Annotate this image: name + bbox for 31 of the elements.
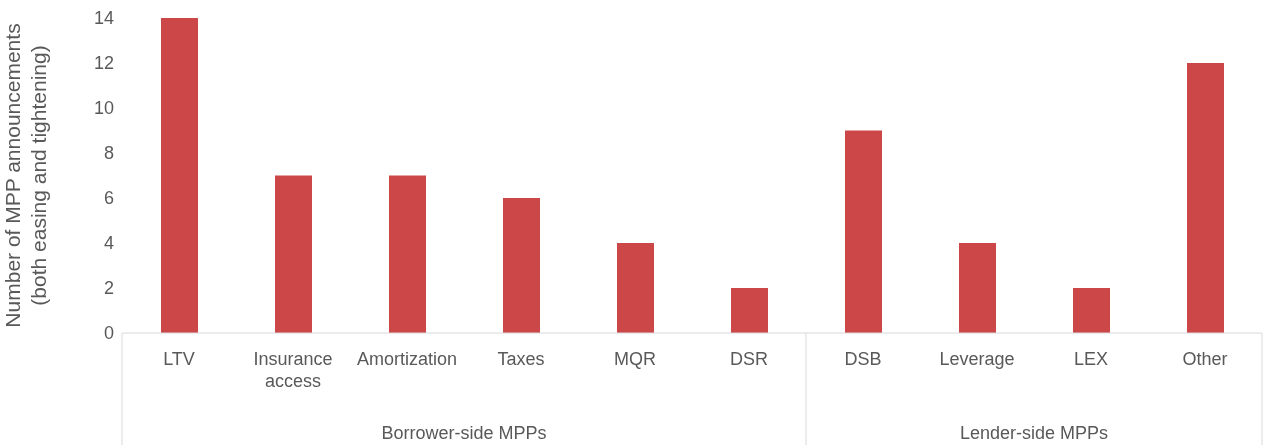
x-tick-label: MQR [614,349,656,369]
bar [503,198,540,333]
bar [845,130,882,333]
bar [617,243,654,333]
y-tick-label: 8 [103,143,114,164]
bar [1187,63,1224,333]
bar [389,175,426,333]
x-tick-label: Leverage [939,349,1015,369]
x-tick-label: DSR [729,349,769,369]
x-tick-label: DSB [844,349,882,369]
y-tick-label: 4 [103,233,114,254]
x-tick-label: Amortization [356,349,458,369]
bar [731,288,768,333]
y-axis-title: Number of MPP announcements (both easing and tightening) [1,23,50,328]
text: Lender-side MPPs [959,423,1109,443]
bar [161,18,198,333]
bar [959,243,996,333]
x-tick-label: Other [1182,349,1228,369]
x-tick-label: LEX [1073,349,1109,369]
bar [1073,288,1110,333]
y-tick-label: 10 [93,98,114,119]
y-tick-label: 14 [93,8,114,29]
text: Borrower-side MPPs [381,423,547,443]
x-tick-label: LTV [163,349,195,369]
y-tick-label: 0 [103,323,114,344]
x-tick-label: Insurance access [253,349,333,391]
y-tick-label: 6 [103,188,114,209]
bar [275,175,312,333]
y-tick-label: 2 [103,278,114,299]
y-tick-label: 12 [93,53,114,74]
x-tick-label: Taxes [497,349,545,369]
